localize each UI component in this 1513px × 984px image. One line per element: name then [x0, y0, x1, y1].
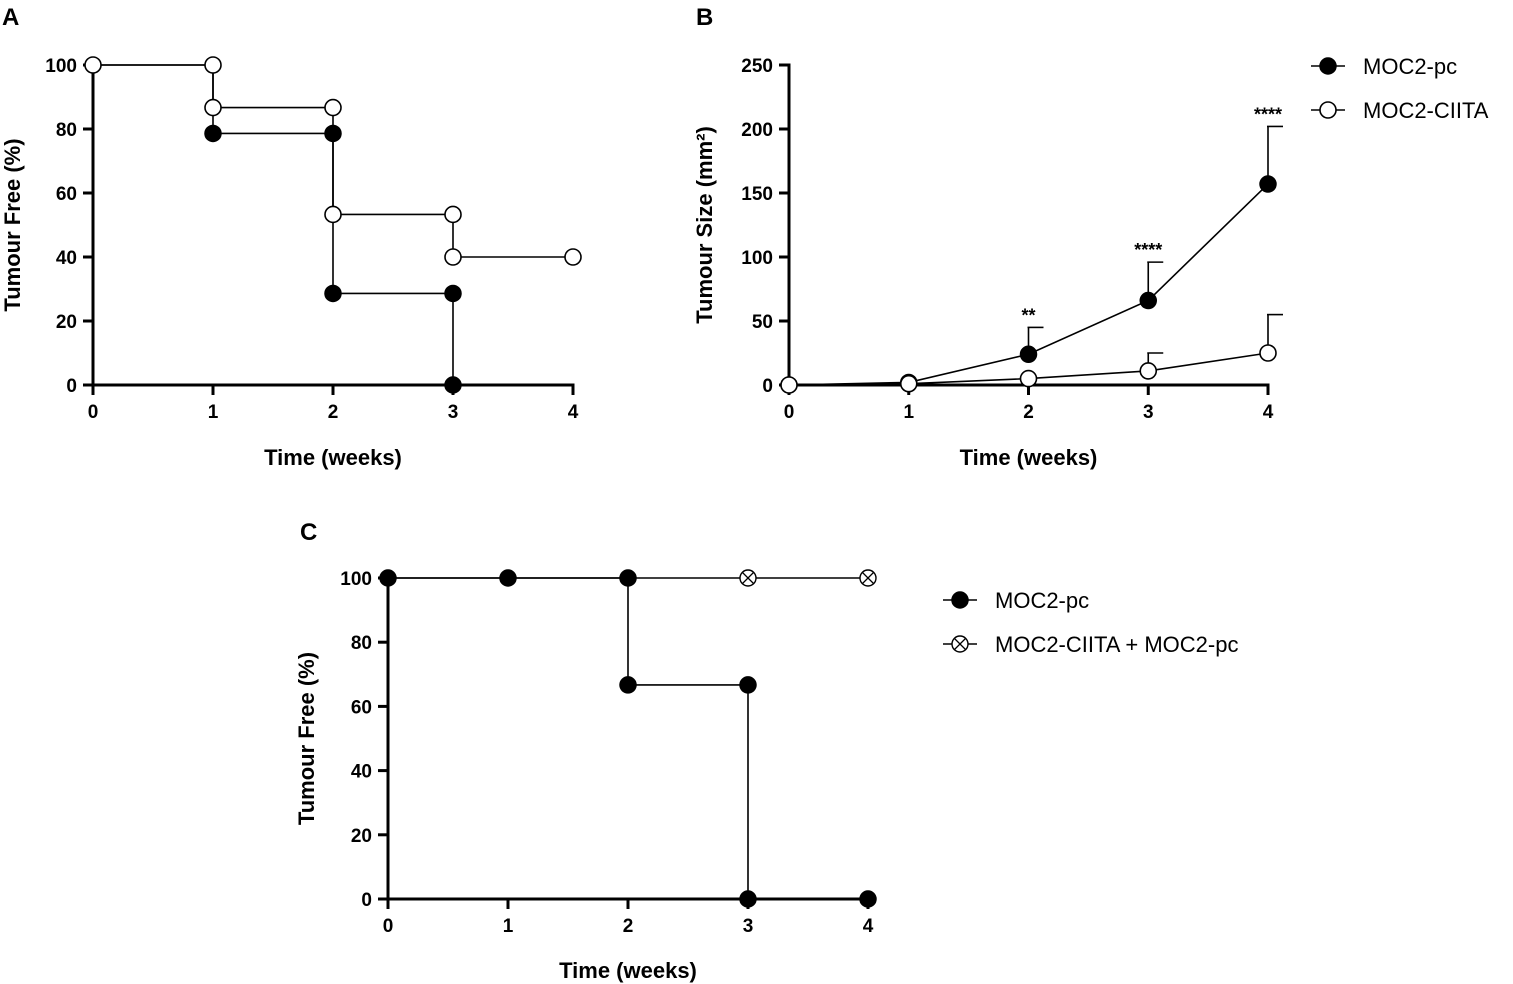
legend: MOC2-pc MOC2-CIITA + MOC2-pc: [943, 588, 1238, 657]
y-tick-label: 60: [56, 184, 77, 205]
x-tick-label: 0: [383, 916, 394, 937]
data-point: [499, 569, 517, 587]
series-moc2-pc: [379, 569, 877, 908]
data-point: [379, 569, 397, 587]
y-tick-label: 200: [741, 120, 773, 141]
data-point: [444, 284, 462, 303]
data-point: [619, 676, 637, 694]
significance-label: **: [1021, 305, 1035, 325]
data-point: [739, 569, 757, 587]
significance-label: ****: [1254, 104, 1282, 124]
y-tick-label: 80: [56, 120, 77, 141]
x-tick-label: 4: [1263, 402, 1274, 423]
x-axis-title: Time (weeks): [960, 445, 1098, 470]
data-point: [859, 569, 877, 587]
data-point: [444, 248, 462, 266]
data-point-cross-b: [862, 572, 874, 584]
y-tick-label: 20: [351, 826, 372, 847]
y-tick-label: 40: [56, 248, 77, 269]
data-point: [444, 376, 462, 394]
x-tick-label: 3: [448, 402, 459, 423]
x-axis-title: Time (weeks): [264, 445, 402, 470]
y-tick-label: 20: [56, 312, 77, 333]
y-tick-label: 0: [762, 376, 773, 397]
y-axis-title: Tumour Free (%): [0, 138, 25, 311]
data-point: [739, 676, 757, 694]
significance-label: ****: [1134, 240, 1162, 260]
legend: MOC2-pc MOC2-CIITA: [1311, 54, 1489, 123]
data-point: [1259, 175, 1277, 193]
y-tick-label: 0: [66, 376, 77, 397]
legend-marker: [951, 591, 969, 609]
legend-label: MOC2-pc: [995, 588, 1089, 613]
data-point: [1019, 369, 1038, 388]
panel-b: B 0 50 100 150 200 250 0 1 2 3 4 Time (weeks) Tumour …: [692, 4, 1489, 470]
x-tick-label: 0: [88, 402, 99, 423]
x-tick-label: 3: [1143, 402, 1154, 423]
data-point: [1259, 344, 1277, 362]
series-moc2-pc: [780, 125, 1283, 394]
data-point: [84, 56, 102, 74]
data-point: [324, 98, 342, 117]
x-axis-title: Time (weeks): [559, 958, 697, 983]
legend-marker-cross-b: [954, 638, 966, 650]
y-axis-title: Tumour Free (%): [294, 652, 319, 825]
data-point: [859, 890, 877, 908]
legend-marker: [1319, 101, 1337, 119]
y-tick-label: 100: [741, 248, 773, 269]
panel-letter: A: [2, 4, 19, 31]
data-point: [1139, 362, 1158, 380]
legend-marker: [1319, 57, 1337, 75]
data-point: [564, 248, 582, 266]
panel-c: C 0 20 40 60 80 100 0 1 2 3 4 Time (weeks) Tumour Fre…: [294, 519, 1238, 983]
y-tick-label: 50: [752, 312, 773, 333]
x-tick-label: 1: [208, 402, 219, 423]
series-moc2-ciita: [780, 313, 1283, 394]
legend-marker: [951, 635, 969, 653]
x-tick-label: 2: [328, 402, 339, 423]
x-tick-label: 2: [623, 916, 634, 937]
panel-letter: B: [696, 4, 713, 31]
legend-label: MOC2-CIITA: [1363, 98, 1489, 123]
y-tick-label: 100: [45, 56, 77, 77]
y-tick-label: 40: [351, 762, 372, 783]
data-point-cross-b: [742, 572, 754, 584]
data-point: [739, 890, 757, 908]
data-point: [619, 569, 637, 587]
data-point: [899, 374, 918, 393]
data-point: [204, 98, 222, 117]
data-point: [444, 205, 462, 224]
y-tick-label: 80: [351, 633, 372, 654]
panel-letter: C: [300, 519, 317, 546]
x-tick-label: 4: [863, 916, 874, 937]
y-axis-title: Tumour Size (mm²): [692, 126, 717, 324]
x-tick-label: 1: [503, 916, 514, 937]
y-tick-label: 250: [741, 56, 773, 77]
series-moc2-ciita: [84, 56, 582, 266]
data-point: [204, 56, 222, 74]
series-moc2-pc: [93, 64, 462, 394]
x-tick-label: 0: [784, 402, 795, 423]
series-line: [93, 64, 454, 385]
x-tick-label: 4: [568, 402, 579, 423]
data-point: [1019, 345, 1038, 364]
x-tick-label: 2: [1023, 402, 1034, 423]
y-tick-label: 100: [340, 569, 372, 590]
y-tick-label: 60: [351, 697, 372, 718]
data-point: [780, 376, 798, 394]
data-point: [1139, 291, 1157, 310]
data-point: [204, 124, 222, 143]
data-point: [324, 205, 342, 224]
legend-label: MOC2-pc: [1363, 54, 1457, 79]
data-point: [324, 284, 342, 303]
y-tick-label: 0: [361, 890, 372, 911]
legend-label: MOC2-CIITA + MOC2-pc: [995, 632, 1238, 657]
x-tick-label: 1: [903, 402, 914, 423]
y-tick-label: 150: [741, 184, 773, 205]
panel-a: A 0 20 40 60 80 100 0 1 2 3 4 Time (weeks) Tumour Fre…: [0, 4, 582, 470]
series-line: [388, 577, 868, 900]
x-tick-label: 3: [743, 916, 754, 937]
